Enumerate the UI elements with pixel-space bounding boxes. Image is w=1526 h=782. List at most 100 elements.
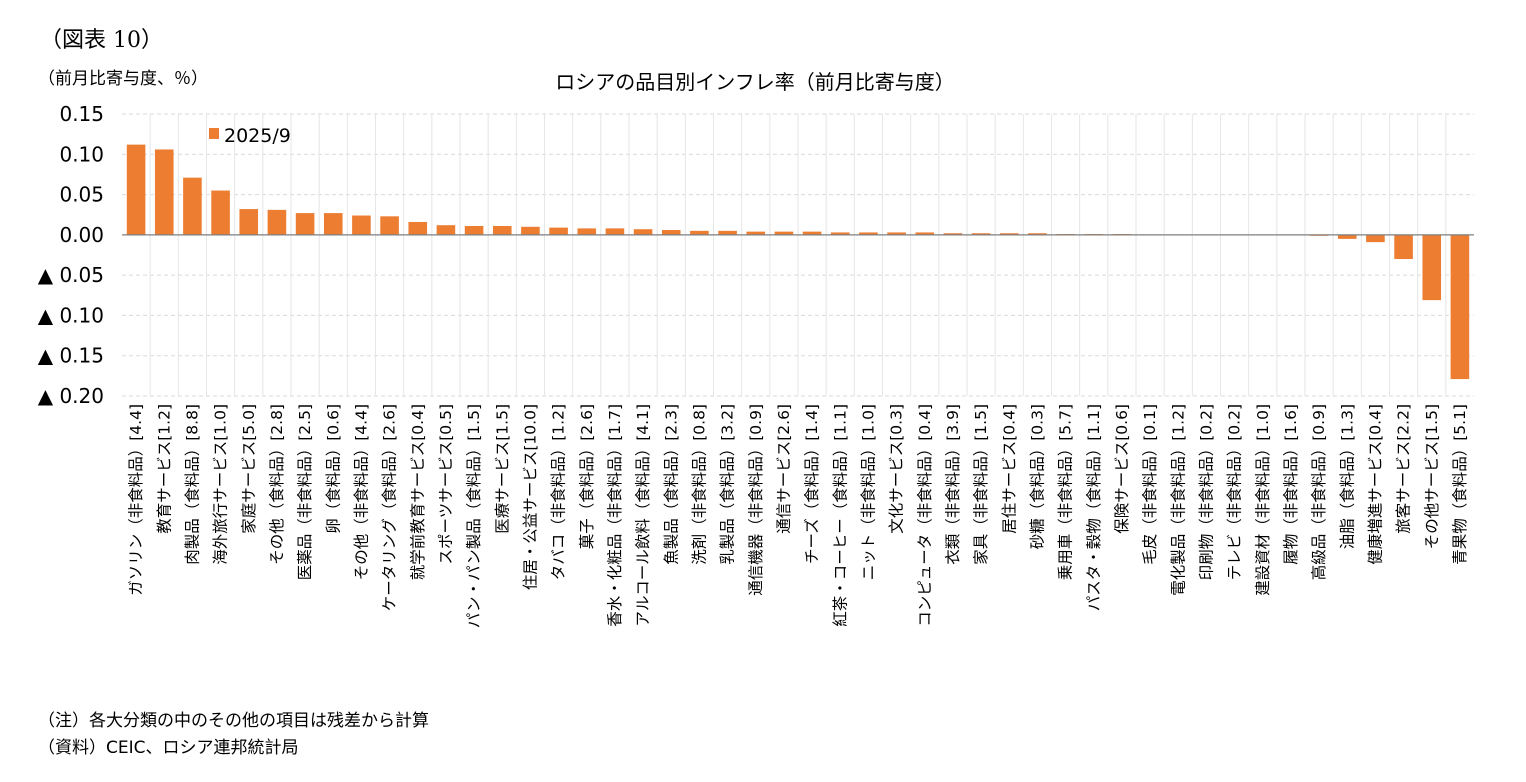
bar: [464, 225, 484, 235]
category-label: 就学前教育サービス[0.4]: [409, 404, 427, 580]
category-label: 居住サービス[0.4]: [1000, 404, 1018, 534]
bar: [352, 215, 371, 235]
y-axis-unit-label: （前月比寄与度、％）: [38, 69, 208, 89]
bar: [1028, 233, 1047, 235]
bar: [943, 233, 963, 235]
chart-title: ロシアの品目別インフレ率（前月比寄与度）: [0, 66, 1526, 95]
bar: [154, 149, 174, 235]
category-label: 医薬品（非食料品）[2.5]: [296, 404, 314, 580]
category-label: 洗剤（非食料品）[0.8]: [690, 404, 708, 565]
category-label: 砂糖（食料品）[0.3]: [1028, 404, 1046, 549]
category-label: 教育サービス[1.2]: [155, 404, 173, 534]
category-label: 住居・公益サービス[10.0]: [521, 404, 539, 590]
category-label: スポーツサービス[0.5]: [437, 404, 455, 564]
figure-label: （図表 10）: [40, 28, 163, 53]
bar: [549, 227, 568, 235]
category-label: 乳製品（食料品）[3.2]: [719, 404, 737, 565]
category-label: 高級品（非食料品）[0.9]: [1310, 404, 1328, 580]
note-line: （注）各大分類の中のその他の項目は残差から計算: [38, 711, 429, 731]
category-label: ニット（非食料品）[1.0]: [859, 404, 877, 580]
category-label: チーズ（食料品）[1.4]: [803, 404, 821, 564]
bar: [408, 221, 428, 235]
category-label: 医療サービス[1.5]: [493, 404, 511, 534]
bars: [126, 144, 1470, 380]
category-label: パン・パン製品（食料品）[1.5]: [465, 404, 483, 628]
bar: [605, 228, 625, 235]
y-axis-ticks: 0.15 0.10 0.05 0.00 ▲ 0.05 ▲ 0.10 ▲ 0.15 ▲ 0.20: [38, 102, 104, 408]
bar: [239, 209, 259, 235]
chart-title-text: ロシアの品目別インフレ率（前月比寄与度）: [555, 70, 955, 94]
bar: [183, 177, 202, 235]
y-tick-label: 0.00: [59, 223, 104, 247]
category-label: 健康増進サービス[0.4]: [1366, 404, 1384, 565]
legend: 2025/9: [209, 125, 291, 147]
category-label: 毛皮（非食料品）[0.1]: [1141, 404, 1159, 565]
bar: [971, 233, 991, 235]
bar: [1394, 234, 1413, 260]
category-label: 魚製品（食料品）[2.3]: [662, 404, 680, 565]
bar: [211, 190, 230, 235]
category-label: 文化サービス[0.3]: [888, 404, 906, 534]
bar: [126, 144, 146, 235]
bar: [521, 226, 540, 235]
bar: [267, 209, 287, 235]
category-label: 紅茶・コーヒー（食料品）[1.1]: [831, 404, 849, 627]
category-label: 建設資材（非食料品）[1.0]: [1254, 404, 1272, 596]
bar: [859, 232, 878, 235]
category-label: パスタ・穀物（食料品）[1.1]: [1085, 404, 1103, 611]
category-label: 菓子（食料品）[2.6]: [578, 404, 596, 549]
category-label: 卵（食料品）[0.6]: [324, 404, 342, 534]
category-label: 通信サービス[2.6]: [775, 404, 793, 534]
category-label: その他（食料品）[2.8]: [268, 404, 286, 565]
category-label: アルコール飲料（食料品）[4.1]: [634, 404, 652, 626]
bar: [295, 213, 315, 235]
category-label: 乗用車（非食料品）[5.7]: [1057, 404, 1075, 580]
y-tick-label: 0.15: [59, 102, 104, 126]
category-label: 肉製品（食料品）[8.8]: [183, 404, 201, 565]
y-tick-label: 0.05: [59, 183, 104, 207]
bar: [436, 225, 456, 235]
category-label: 家具（非食料品）[1.5]: [972, 404, 990, 565]
bar: [323, 213, 343, 235]
notes: （注）各大分類の中のその他の項目は残差から計算 （資料）CEIC、ロシア連邦統計…: [38, 708, 429, 762]
category-label: テレビ（非食料品）[0.2]: [1226, 404, 1244, 580]
bar: [690, 230, 709, 235]
category-label: 海外旅行サービス[1.0]: [212, 404, 230, 565]
category-label: ケータリング（食料品）[2.6]: [381, 404, 399, 611]
category-label: 旅客サービス[2.2]: [1395, 404, 1413, 534]
category-label: 履物（非食料品）[1.6]: [1282, 404, 1300, 565]
bar: [1337, 234, 1357, 239]
y-tick-label: ▲ 0.10: [38, 303, 104, 327]
bar: [1450, 234, 1470, 380]
category-label: 家庭サービス[5.0]: [240, 404, 258, 534]
y-tick-label: ▲ 0.05: [38, 263, 104, 287]
bar: [746, 231, 766, 235]
category-label: タバコ（非食料品）[1.2]: [550, 404, 568, 580]
category-label: 印刷物（非食料品）[0.2]: [1197, 404, 1215, 580]
category-label: 油脂（食料品）[1.3]: [1338, 404, 1356, 549]
y-tick-label: 0.10: [59, 142, 104, 166]
category-label: 電化製品（非食料品）[1.2]: [1169, 404, 1187, 596]
category-label: 保険サービス[0.6]: [1113, 404, 1131, 534]
bar: [1366, 234, 1385, 243]
category-label: 香水・化粧品（非食料品）[1.7]: [606, 404, 624, 627]
y-tick-label: ▲ 0.15: [38, 344, 104, 368]
bar: [1422, 234, 1442, 301]
bar: [633, 229, 653, 235]
bar: [718, 230, 737, 235]
y-tick-label: ▲ 0.20: [38, 384, 104, 408]
bar: [830, 232, 850, 235]
gridlines: [122, 113, 1474, 397]
category-labels: ガソリン（非食料品）[4.4] 教育サービス[1.2] 肉製品（食料品）[8.8] 海…: [127, 404, 1469, 628]
bar: [999, 233, 1019, 235]
category-label: 通信機器（非食料品）[0.9]: [747, 404, 765, 596]
bar: [915, 232, 935, 235]
category-label: 衣類（非食料品）[3.9]: [944, 404, 962, 565]
category-label: 青果物（食料品）[5.1]: [1451, 404, 1469, 565]
category-label: コンピュータ（非食料品）[0.4]: [916, 404, 934, 627]
bar: [577, 228, 597, 235]
legend-label: 2025/9: [224, 125, 291, 147]
bar: [802, 231, 822, 235]
bar: [887, 232, 906, 235]
